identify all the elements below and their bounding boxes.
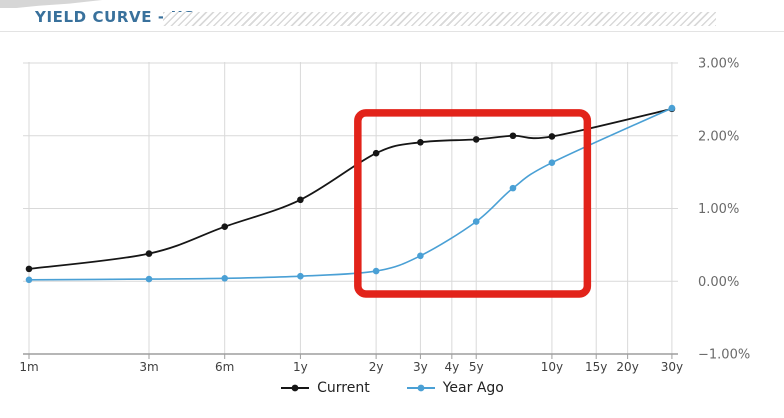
corner-artifact	[0, 0, 102, 8]
svg-text:−1.00%: −1.00%	[698, 348, 750, 363]
svg-text:2y: 2y	[369, 360, 384, 374]
svg-text:3m: 3m	[139, 360, 158, 374]
svg-text:1m: 1m	[19, 360, 38, 374]
current-series-marker-icon	[281, 384, 310, 392]
h-gridlines	[23, 62, 678, 282]
legend-item-year-ago[interactable]: Year Ago	[406, 380, 504, 396]
chart-title: YIELD CURVE - US	[35, 8, 195, 26]
svg-text:6m: 6m	[215, 360, 234, 374]
series-points-year-ago	[25, 104, 676, 284]
year-ago-series-marker-icon	[406, 384, 435, 392]
svg-text:3.00%: 3.00%	[698, 57, 739, 72]
x-tick-labels: 1m 3m 6m 1y 2y 3y 4y 5y 10y 15y 20y 30y	[19, 360, 683, 374]
svg-text:5y: 5y	[469, 360, 484, 374]
series-line-current	[28, 107, 673, 270]
svg-text:4y: 4y	[444, 360, 459, 374]
hatch-decoration	[163, 12, 716, 26]
svg-text:15y: 15y	[585, 360, 607, 374]
legend-label-current: Current	[317, 380, 370, 396]
chart-legend: Current Year Ago	[0, 380, 784, 396]
svg-text:1.00%: 1.00%	[698, 202, 739, 217]
svg-text:1y: 1y	[293, 360, 308, 374]
svg-text:10y: 10y	[541, 360, 563, 374]
x-axis-ticks	[28, 354, 673, 359]
legend-label-year-ago: Year Ago	[442, 380, 504, 396]
svg-text:2.00%: 2.00%	[698, 129, 739, 144]
svg-text:30y: 30y	[661, 360, 683, 374]
svg-text:3y: 3y	[413, 360, 428, 374]
legend-item-current[interactable]: Current	[280, 380, 370, 396]
svg-text:0.00%: 0.00%	[698, 275, 739, 290]
y-tick-labels: 3.00% 2.00% 1.00% 0.00% −1.00%	[698, 57, 750, 363]
series-line-year-ago	[28, 107, 673, 281]
highlight-rectangle	[354, 109, 592, 298]
svg-text:20y: 20y	[616, 360, 638, 374]
header-divider	[0, 31, 784, 32]
